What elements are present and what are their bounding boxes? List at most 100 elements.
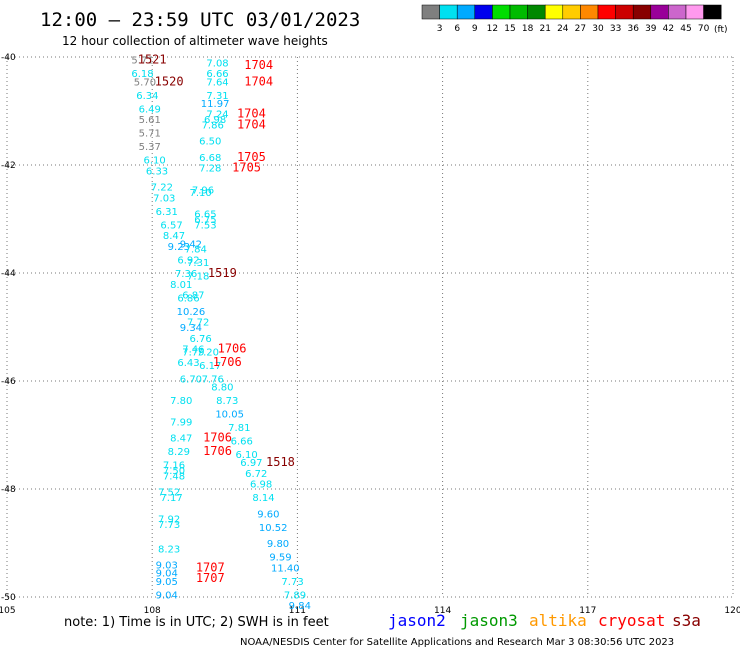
legend-swatch-13 <box>650 4 669 20</box>
legend-label-10: 33 <box>610 24 621 34</box>
legend-label-14: 45 <box>680 24 691 34</box>
satellite-cryosat: cryosat <box>598 611 665 630</box>
swh-label-23: 6.87 <box>182 291 204 302</box>
swh-label-2: 5.70 <box>134 77 156 88</box>
swh-label-55: 9.60 <box>257 509 279 520</box>
legend-label-9: 30 <box>592 24 604 34</box>
legend-label-4: 15 <box>504 24 515 34</box>
swh-label-47: 7.16 <box>163 461 185 472</box>
time-label-9: 1706 <box>218 342 247 356</box>
swh-label-10: 7.22 <box>151 183 173 194</box>
swh-label-22: 8.01 <box>170 280 192 291</box>
swh-label-14: 8.47 <box>163 231 185 242</box>
satellite-altika: altika <box>529 611 587 630</box>
time-label-4: 1704 <box>237 107 266 121</box>
legend-label-5: 18 <box>522 24 534 34</box>
swh-label-12: 6.31 <box>156 207 178 218</box>
swh-label-30: 7.79 <box>182 347 204 358</box>
swh-label-17: 6.92 <box>177 256 199 267</box>
legend-label-2: 9 <box>472 24 478 34</box>
y-tick-label-2: -44 <box>1 269 16 279</box>
swh-label-72: 7.64 <box>206 77 228 88</box>
swh-label-69: 9.84 <box>289 601 311 612</box>
legend-label-15: 70 <box>698 24 710 34</box>
time-label-11: 1706 <box>203 431 232 445</box>
x-tick-label-5: 120 <box>724 606 740 616</box>
swh-label-73: 7.31 <box>206 91 228 102</box>
time-label-3: 1704 <box>244 74 273 88</box>
swh-label-1: 6.18 <box>131 69 153 80</box>
legend-swatch-11 <box>615 4 634 20</box>
swh-label-4: 6.49 <box>139 104 161 115</box>
swh-label-51: 6.98 <box>250 480 272 491</box>
swh-label-53: 7.52 <box>158 488 180 499</box>
swh-label-21: 7.18 <box>187 272 209 283</box>
swh-label-65: 7.73 <box>281 577 303 588</box>
swh-label-84: 6.75 <box>194 215 216 226</box>
legend-label-0: 3 <box>437 24 443 34</box>
color-legend: 3 6 9 12 15 18 21 24 27 30 33 36 39 42 45 70 <box>421 4 722 34</box>
time-label-0: 1521 <box>138 53 167 67</box>
swh-label-66: 9.05 <box>156 577 178 588</box>
swh-label-0: 5.71 <box>131 56 153 67</box>
swh-label-54: 7.17 <box>160 493 182 504</box>
swh-label-74: 11.97 <box>201 99 230 110</box>
swh-label-31: 7.20 <box>197 347 219 358</box>
time-label-1: 1520 <box>155 74 184 88</box>
x-axis: 105 108 111 114 117 120 <box>0 606 740 616</box>
time-label-15: 1707 <box>196 571 225 585</box>
swh-label-9: 6.33 <box>146 166 168 177</box>
legend-swatch-12 <box>632 4 652 20</box>
legend-swatch-14 <box>668 4 687 20</box>
legend-label-11: 36 <box>627 24 639 34</box>
legend-swatch-2 <box>456 4 476 20</box>
satellite-jason3: jason3 <box>460 611 518 630</box>
swh-label-15: 9.23 <box>168 242 190 253</box>
swh-label-35: 7.76 <box>202 374 224 385</box>
swh-label-32: 6.43 <box>177 358 199 369</box>
satellite-legend: jason2 jason3 altika cryosat s3a <box>388 611 701 630</box>
swh-label-70: 7.08 <box>206 58 228 69</box>
swh-label-58: 10.52 <box>259 523 288 534</box>
legend-label-3: 12 <box>487 24 498 34</box>
legend-unit: (ft) <box>714 25 728 35</box>
swh-label-19: 7.31 <box>187 258 209 269</box>
legend-swatch-9 <box>580 4 599 20</box>
legend-swatch-16 <box>703 4 722 20</box>
x-tick-label-0: 105 <box>0 606 16 616</box>
legend-swatch-7 <box>544 4 564 20</box>
swh-label-75: 7.24 <box>206 110 228 121</box>
swh-label-25: 10.26 <box>177 307 206 318</box>
swh-label-5: 5.61 <box>139 115 161 126</box>
x-tick-label-2: 111 <box>289 606 306 616</box>
legend-swatch-3 <box>474 4 493 20</box>
time-label-8: 1519 <box>208 266 237 280</box>
data-points: 5.716.185.706.346.495.615.715.376.106.33… <box>131 53 311 612</box>
time-label-6: 1705 <box>237 150 266 164</box>
swh-label-81: 7.96 <box>192 185 214 196</box>
swh-label-40: 7.99 <box>170 418 192 429</box>
legend-label-12: 39 <box>645 24 657 34</box>
swh-label-85: 7.53 <box>194 220 216 231</box>
swh-label-48: 7.50 <box>163 466 185 477</box>
swh-label-82: 7.10 <box>189 188 211 199</box>
y-axis: -40 -42 -44 -46 -48 -50 <box>1 53 16 603</box>
swh-label-11: 7.03 <box>153 193 175 204</box>
legend-swatch-10 <box>597 4 616 20</box>
time-label-10: 1706 <box>213 355 242 369</box>
swh-label-57: 7.73 <box>158 520 180 531</box>
x-tick-label-1: 108 <box>144 606 161 616</box>
swh-label-67: 7.89 <box>284 590 306 601</box>
swh-label-45: 6.10 <box>235 450 257 461</box>
swh-label-80: 7.28 <box>199 164 221 175</box>
time-label-5: 1704 <box>237 118 266 132</box>
swh-label-46: 6.97 <box>240 458 262 469</box>
legend-swatch-1 <box>439 4 458 20</box>
swh-label-6: 5.71 <box>139 129 161 140</box>
legend-label-6: 21 <box>539 24 550 34</box>
legend-swatch-6 <box>527 4 546 20</box>
swh-label-83: 6.65 <box>194 210 216 221</box>
y-tick-label-4: -48 <box>1 485 16 495</box>
grid <box>6 56 734 598</box>
